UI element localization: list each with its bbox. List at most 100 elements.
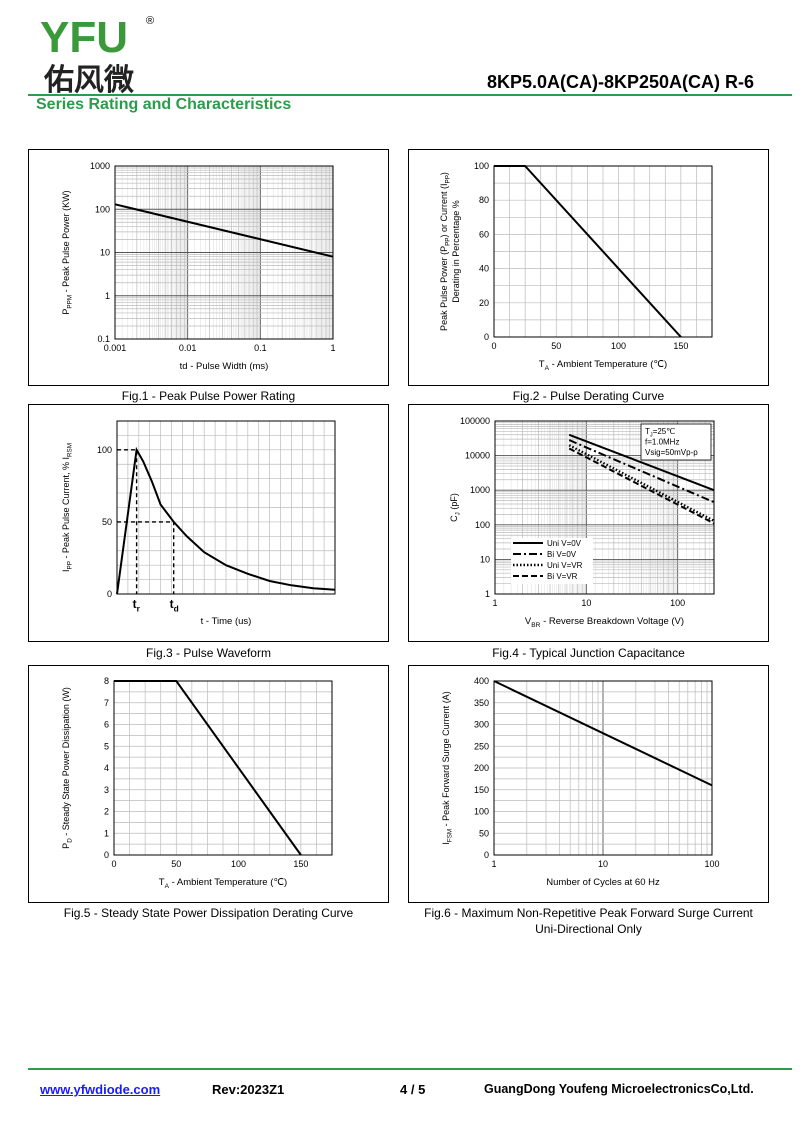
fig3-plot-frame [116,420,336,595]
y-tick-label: 7 [104,698,109,708]
y-tick-label: 1000 [470,485,490,495]
logo-text: YFU [40,13,128,62]
footer-divider [28,1068,792,1070]
fig5-plot-frame [113,680,333,856]
y-tick-label: 200 [474,763,489,773]
fig6-series-line [493,680,713,787]
condition-text: TJ​=25℃ [645,427,675,438]
condition-text: f=1.0MHz [645,438,679,447]
fig3-plot: 0 50 100 t - Time (us) IPP​ - Peak Pulse Cur… [61,420,336,627]
y-tick-label: 300 [474,720,489,730]
fig3-chart: 0 50 100 t - Time (us) IPP​ - Peak Pulse Cur… [28,404,389,642]
y-tick-label: 1 [104,828,109,838]
fig5-caption: Fig.5 - Steady State Power Dissipation D… [63,906,354,920]
y-tick-label: 100 [474,161,489,171]
section-title: Series Rating and Characteristics [36,96,292,113]
fig5-chart: 0 50 100 150 0 1 2 3 4 5 6 7 8 TA​ - Ambient Temperat… [28,665,389,903]
fig1-x-axis-label: td - Pulse Width (ms) [180,361,269,372]
fig3-series-line [116,446,336,595]
fig6-y-axis-label: IFSM​ - Peak Forward Surge Current (A) [441,691,454,844]
x-tick-label: 0 [111,859,116,869]
y-tick-label: 0 [484,850,489,860]
fig6-plot: 1 10 100 0 50 100 150 200 250 300 350 400 Number of … [441,676,720,888]
legend-entry: Bi V=VR [547,572,578,581]
y-tick-label: 60 [479,229,489,239]
td-annotation: td​ [170,597,179,614]
x-tick-label: 1 [330,343,335,353]
y-tick-label: 1 [485,589,490,599]
legend-entry: Bi V=0V [547,550,577,559]
y-tick-label: 1 [105,291,110,301]
y-tick-label: 50 [102,517,112,527]
y-tick-label: 3 [104,785,109,795]
y-tick-label: 10000 [465,451,490,461]
fig2-x-axis-label: TA​ - Ambient Temperature (℃) [539,359,667,372]
fig5-x-axis-label: TA​ - Ambient Temperature (℃) [159,877,287,890]
x-tick-label: 100 [231,859,246,869]
x-tick-label: 50 [171,859,181,869]
y-tick-label: 4 [104,763,109,773]
logo-registered: ® [146,15,154,27]
x-tick-label: 0.01 [179,343,197,353]
fig3-y-axis-label: IPP​ - Peak Pulse Current, % IRSM​ [61,443,74,572]
y-tick-label: 0 [104,850,109,860]
x-tick-label: 50 [551,341,561,351]
y-tick-label: 1000 [90,161,110,171]
tr-marker-line [117,449,138,594]
document-title: 8KP5.0A(CA)-8KP250A(CA) R-6 [486,72,754,92]
y-tick-label: 0 [107,589,112,599]
y-tick-label: 10 [100,248,110,258]
website-link[interactable]: www.yfwdiode.com [40,1082,161,1097]
x-tick-label: 0.1 [254,343,267,353]
legend-entry: Uni V=VR [547,561,583,570]
fig1-plot: 0.001 0.01 0.1 1 0.1 1 10 100 1000 td - Pulse Wid… [61,161,336,372]
x-tick-label: 1 [491,859,496,869]
y-tick-label: 350 [474,698,489,708]
y-axis-label-line: Derating in Percentage % [451,200,461,303]
x-tick-label: 10 [581,598,591,608]
fig1-chart: 0.001 0.01 0.1 1 0.1 1 10 100 1000 td - Pulse Wid… [28,149,389,386]
fig2-caption: Fig.2 - Pulse Derating Curve [512,389,665,403]
y-tick-label: 50 [479,828,489,838]
footer-company: GuangDong Youfeng MicroelectronicsCo,Ltd… [484,1082,754,1096]
fig5-plot: 0 50 100 150 0 1 2 3 4 5 6 7 8 TA​ - Ambient Temperat… [61,676,333,890]
y-tick-label: 6 [104,720,109,730]
fig2-plot: 0 50 100 150 0 20 40 60 80 100 TA​ - Ambient Tempe… [439,161,713,372]
footer-website: www.yfwdiode.com [40,1082,160,1097]
x-tick-label: 100 [611,341,626,351]
footer-page-number: 4 / 5 [400,1082,426,1097]
y-tick-label: 0.1 [97,334,110,344]
y-tick-label: 0 [484,332,489,342]
fig1-y-axis-label: PPPM​ - Peak Pulse Power (KW) [61,190,74,314]
fig3-caption: Fig.3 - Pulse Waveform [146,646,271,660]
y-axis-label-line: Peak Pulse Power (PPP​) or Current (IPP​… [439,172,452,331]
y-tick-label: 20 [479,298,489,308]
fig1-grid [114,166,334,340]
series-line-bi-v-0v [568,439,715,504]
x-tick-label: 1 [492,598,497,608]
fig3-grid [116,420,336,595]
fig2-plot-frame [493,165,713,338]
legend-entry: Uni V=0V [547,539,582,548]
y-tick-label: 100 [474,807,489,817]
y-tick-label: 100000 [460,416,490,426]
y-tick-label: 80 [479,195,489,205]
y-tick-label: 40 [479,264,489,274]
fig4-caption: Fig.4 - Typical Junction Capacitance [492,646,685,660]
fig1-series-line [114,203,334,258]
fig2-series-line [494,165,682,338]
fig6-chart: 1 10 100 0 50 100 150 200 250 300 350 400 Number of … [408,665,769,903]
series-line-bi-v-vr [568,447,715,525]
fig4-y-axis-label: CJ​ (pF) [449,493,462,522]
x-tick-label: 150 [673,341,688,351]
fig5-y-axis-label: PD​ - Steady State Power Dissipation (W) [61,687,74,849]
fig3-x-axis-label: t - Time (us) [201,616,252,627]
footer-revision: Rev:2023Z1 [212,1082,285,1097]
fig6-caption: Fig.6 - Maximum Non-Repetitive Peak Forw… [424,906,753,920]
header-divider [28,94,792,96]
x-tick-label: 100 [704,859,719,869]
fig4-plot: 1 10 100 1 10 100 1000 10000 100000 VBR​ - Revers… [449,416,715,629]
y-tick-label: 100 [97,445,112,455]
fig4-chart: 1 10 100 1 10 100 1000 10000 100000 VBR​ - Revers… [408,404,769,642]
y-tick-label: 250 [474,741,489,751]
